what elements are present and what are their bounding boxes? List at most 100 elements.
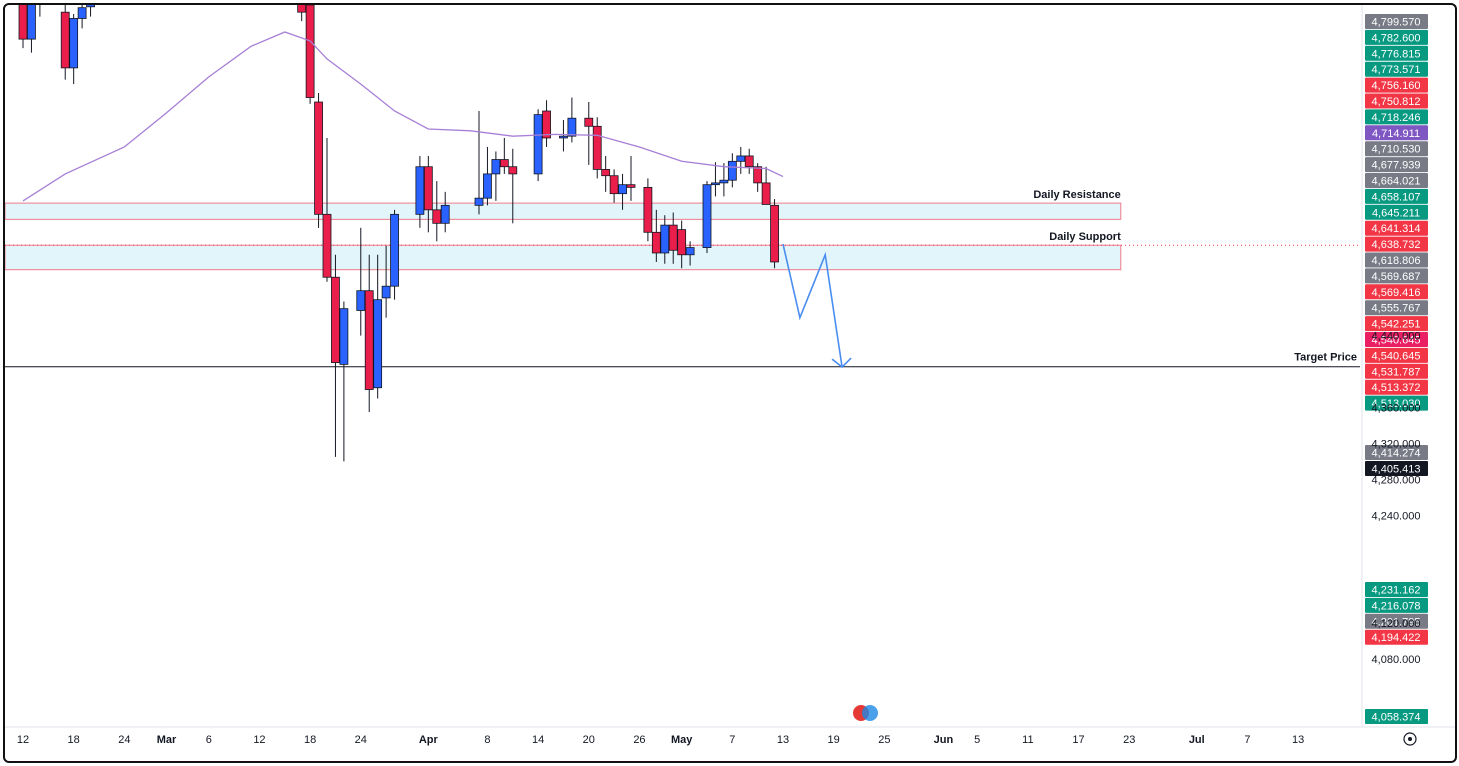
- price-badge-text-20: 4,540.645: [1372, 335, 1421, 347]
- candle-body-9: [314, 101, 323, 215]
- low-badge-1: [1365, 597, 1428, 613]
- candle-body-40: [668, 224, 678, 251]
- bottom-badge-0: [1365, 709, 1428, 724]
- price-badge-text-18: 4,555.767: [1372, 303, 1421, 315]
- mid-badge-text-1: 4,405.413: [1372, 464, 1421, 476]
- x-tick-6: 18: [304, 734, 316, 746]
- price-badge-17: [1365, 284, 1428, 300]
- price-badge-text-5: 4,750.812: [1372, 96, 1421, 108]
- x-tick-2: 24: [118, 734, 130, 746]
- candle-body-15: [373, 299, 383, 389]
- candle-body-31: [584, 117, 594, 127]
- chart-frame: Daily Resistance Daily Support Target Pric…: [3, 3, 1457, 763]
- mid-badge-text-0: 4,414.274: [1372, 448, 1421, 460]
- candle-body-29: [559, 135, 568, 139]
- x-tick-9: 8: [484, 734, 490, 746]
- candle-body-25: [499, 159, 509, 168]
- low-badge-2: [1365, 613, 1428, 629]
- price-badge-6: [1365, 109, 1428, 125]
- x-tick-24: 7: [1244, 734, 1250, 746]
- y-tick-2: 4,320.000: [1372, 438, 1421, 450]
- x-tick-0: 12: [17, 734, 29, 746]
- price-badge-text-15: 4,618.806: [1372, 255, 1421, 267]
- price-badge-16: [1365, 268, 1428, 284]
- price-badge-23: [1365, 379, 1428, 395]
- candle-body-48: [744, 155, 754, 168]
- candle-body-28: [542, 110, 551, 139]
- candle-body-36: [626, 184, 636, 188]
- candle-body-14: [364, 290, 374, 390]
- y-tick-4: 4,240.000: [1372, 510, 1421, 522]
- candle-body-21: [440, 204, 450, 224]
- low-badge-text-3: 4,194.422: [1372, 632, 1421, 644]
- x-tick-19: 5: [974, 734, 980, 746]
- x-tick-14: 7: [729, 734, 735, 746]
- x-tick-11: 20: [583, 734, 595, 746]
- x-tick-7: 24: [355, 734, 367, 746]
- candle-body-18: [415, 166, 425, 215]
- candle-body-50: [761, 182, 771, 205]
- x-tick-25: 13: [1292, 734, 1304, 746]
- candle-body-32: [592, 125, 602, 170]
- zone-label-1: Daily Support: [1049, 231, 1121, 243]
- candle-body-10: [322, 213, 332, 278]
- projection-arrow-head: [831, 357, 852, 369]
- candle-body-38: [651, 231, 661, 254]
- candle-body-46: [727, 160, 737, 181]
- candle-body-51: [770, 204, 779, 263]
- x-tick-10: 14: [532, 734, 544, 746]
- x-tick-4: 6: [206, 734, 212, 746]
- x-tick-22: 23: [1123, 734, 1135, 746]
- y-tick-0: 4,440.000: [1372, 331, 1421, 343]
- price-badge-11: [1365, 188, 1428, 204]
- x-tick-15: 13: [777, 734, 789, 746]
- price-badge-21: [1365, 347, 1428, 363]
- mid-badge-1: [1365, 461, 1428, 476]
- zone-label-0: Daily Resistance: [1033, 189, 1120, 201]
- price-badge-text-22: 4,531.787: [1372, 366, 1421, 378]
- price-badge-text-3: 4,773.571: [1372, 64, 1421, 76]
- candle-body-17: [390, 213, 399, 287]
- settings-gear-icon[interactable]: [1403, 732, 1417, 746]
- x-tick-23: Jul: [1189, 734, 1205, 746]
- price-chart[interactable]: Daily Resistance Daily Support Target Pric…: [5, 5, 1455, 761]
- price-badge-24: [1365, 395, 1428, 411]
- x-tick-8: Apr: [419, 734, 439, 746]
- price-badge-8: [1365, 141, 1428, 157]
- price-badge-text-10: 4,664.021: [1372, 176, 1421, 188]
- candle-body-37: [643, 186, 653, 233]
- price-badge-text-13: 4,641.314: [1372, 223, 1421, 235]
- candle-body-8: [305, 5, 315, 98]
- y-tick-6: 4,080.000: [1372, 654, 1421, 666]
- candle-body-30: [567, 117, 577, 137]
- price-badge-14: [1365, 236, 1428, 252]
- y-tick-1: 4,360.000: [1372, 403, 1421, 415]
- price-badge-text-12: 4,645.211: [1372, 207, 1420, 219]
- candle-body-26: [508, 166, 518, 175]
- x-tick-5: 12: [253, 734, 265, 746]
- x-tick-18: Jun: [934, 734, 954, 746]
- price-badge-text-8: 4,710.530: [1372, 144, 1421, 156]
- candle-body-39: [660, 224, 670, 254]
- price-badge-10: [1365, 173, 1428, 188]
- price-badge-text-6: 4,718.246: [1372, 112, 1421, 124]
- price-badge-7: [1365, 125, 1428, 141]
- x-tick-16: 19: [828, 734, 840, 746]
- price-badge-12: [1365, 204, 1428, 220]
- candle-body-6: [86, 5, 95, 8]
- y-tick-5: 4,120.000: [1372, 618, 1421, 630]
- candle-body-1: [27, 5, 36, 40]
- candle-body-24: [491, 159, 501, 175]
- low-badge-0: [1365, 582, 1428, 597]
- candle-body-0: [18, 5, 28, 40]
- candle-body-16: [381, 285, 391, 299]
- candle-body-27: [533, 114, 543, 175]
- price-badge-text-17: 4,569.416: [1372, 287, 1421, 299]
- x-tick-12: 26: [633, 734, 645, 746]
- price-badge-text-9: 4,677.939: [1372, 160, 1421, 172]
- target-label: Target Price: [1294, 352, 1357, 364]
- price-badge-4: [1365, 77, 1428, 93]
- candle-body-23: [483, 173, 492, 199]
- moving-average-line: [22, 31, 784, 202]
- price-badge-13: [1365, 220, 1428, 236]
